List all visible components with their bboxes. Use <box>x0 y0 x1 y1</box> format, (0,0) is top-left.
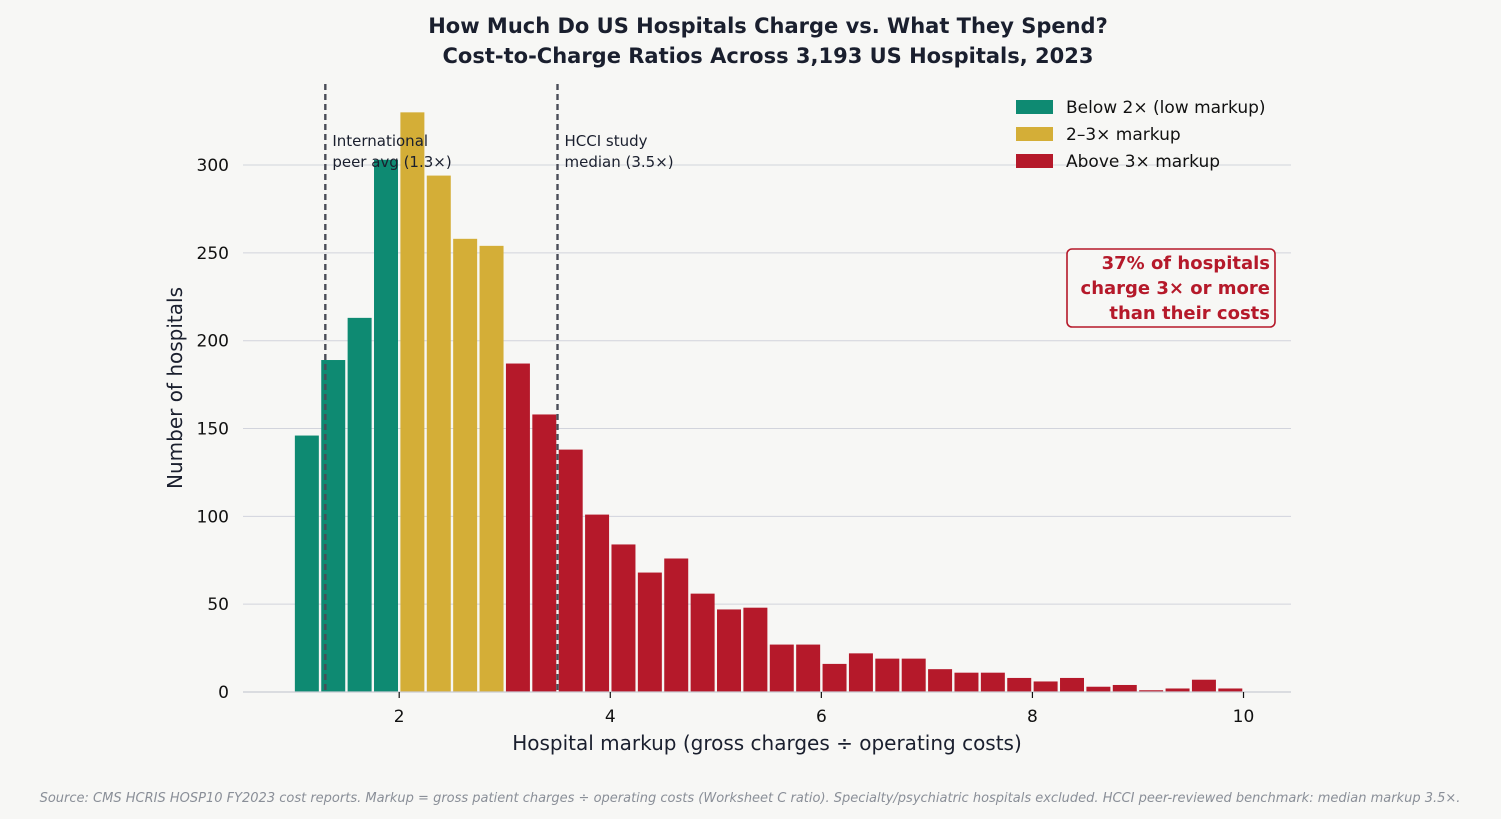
chart-title: How Much Do US Hospitals Charge vs. What… <box>428 14 1108 38</box>
callout-text: charge 3× or more <box>1081 278 1270 299</box>
y-tick-label: 200 <box>197 332 229 352</box>
legend: Below 2× (low markup) 2–3× markup Above 3×… <box>1016 98 1266 172</box>
y-tick-label: 250 <box>197 244 229 264</box>
x-axis-label: Hospital markup (gross charges ÷ operati… <box>512 731 1022 755</box>
bars <box>294 112 1243 693</box>
reference-line-label: International <box>332 132 428 150</box>
histogram-bar <box>347 317 372 692</box>
histogram-bar <box>717 609 741 692</box>
y-tick-label: 50 <box>207 595 229 615</box>
histogram-bar <box>1086 686 1111 692</box>
histogram-bar <box>294 435 319 692</box>
histogram-bar <box>637 572 662 692</box>
histogram-bar <box>1139 690 1164 692</box>
histogram-bar <box>400 112 425 692</box>
reference-line-label: peer avg (1.3×) <box>332 153 451 171</box>
histogram-bar <box>585 514 610 692</box>
reference-line-label: median (3.5×) <box>565 153 674 171</box>
histogram-bar <box>743 607 768 692</box>
histogram-bar <box>875 658 900 692</box>
callout-text: 37% of hospitals <box>1102 253 1270 274</box>
reference-lines: International peer avg (1.3×) HCCI study me… <box>324 84 674 692</box>
histogram-bar <box>954 672 979 692</box>
legend-swatch <box>1016 154 1053 168</box>
histogram-bar <box>928 669 953 692</box>
histogram-bar <box>822 663 847 692</box>
x-tick-label: 8 <box>1027 707 1038 727</box>
y-axis: 0 50 100 150 200 250 300 <box>197 156 229 703</box>
callout-border <box>1066 248 1276 328</box>
x-tick-label: 4 <box>605 707 616 727</box>
histogram-bar <box>532 414 557 692</box>
y-axis-label: Number of hospitals <box>163 287 187 489</box>
histogram-bar <box>558 449 583 692</box>
histogram-bar <box>901 658 926 692</box>
legend-swatch <box>1016 127 1053 141</box>
histogram-bar <box>1165 688 1190 692</box>
histogram-bar <box>690 593 715 692</box>
histogram-bar <box>1060 677 1084 692</box>
histogram-bar <box>505 363 530 692</box>
histogram-bar <box>374 159 398 692</box>
histogram-bar <box>1007 677 1032 692</box>
histogram-bar <box>321 360 346 692</box>
callout-box: 37% of hospitals charge 3× or more than th… <box>1066 248 1276 328</box>
y-tick-label: 0 <box>218 683 229 703</box>
histogram-bar <box>1218 688 1243 692</box>
x-tick-label: 6 <box>816 707 827 727</box>
legend-label: Below 2× (low markup) <box>1066 98 1266 118</box>
x-tick-label: 10 <box>1233 707 1255 727</box>
legend-label: Above 3× markup <box>1066 152 1220 172</box>
source-note: Source: CMS HCRIS HOSP10 FY2023 cost rep… <box>40 791 1461 806</box>
gridlines <box>243 164 1291 605</box>
histogram-bar <box>1033 681 1058 692</box>
histogram-bar <box>769 644 794 692</box>
histogram-bar <box>980 672 1005 692</box>
histogram-bar <box>848 653 873 692</box>
histogram-bar <box>664 558 689 692</box>
reference-line-label: HCCI study <box>565 132 648 150</box>
histogram-bar <box>611 544 636 692</box>
y-tick-label: 100 <box>197 507 229 527</box>
y-tick-label: 300 <box>197 156 229 176</box>
chart-subtitle: Cost-to-Charge Ratios Across 3,193 US Ho… <box>443 44 1094 68</box>
histogram-bar <box>453 238 478 693</box>
x-tick-label: 2 <box>394 707 405 727</box>
histogram-bar <box>1112 684 1137 692</box>
legend-label: 2–3× markup <box>1066 125 1181 145</box>
y-tick-label: 150 <box>197 420 229 440</box>
callout-text: than their costs <box>1109 303 1270 324</box>
x-axis: 2 4 6 8 10 <box>243 691 1291 727</box>
histogram-bar <box>426 175 451 692</box>
histogram-bar <box>479 245 504 692</box>
histogram-bar <box>1191 679 1216 692</box>
legend-swatch <box>1016 100 1053 114</box>
histogram-bar <box>796 644 821 692</box>
